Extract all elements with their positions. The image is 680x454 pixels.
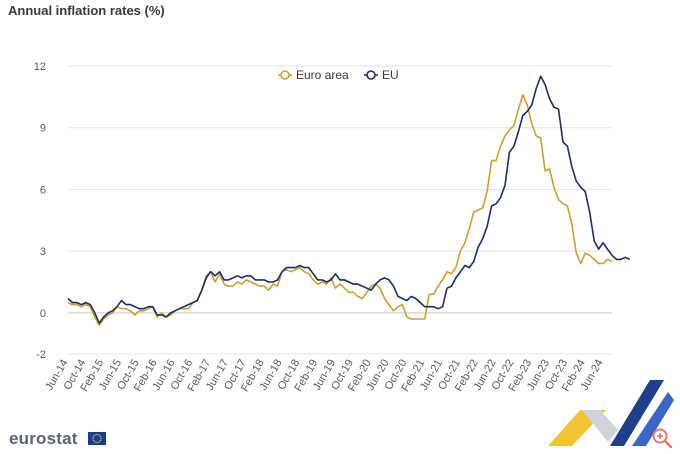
legend-marker-circle — [280, 70, 290, 80]
y-tick-label: 9 — [40, 123, 46, 135]
chart-title: Annual inflation rates (%) — [8, 3, 165, 18]
legend-label: Euro area — [296, 68, 349, 82]
legend[interactable]: Euro area EU — [278, 68, 399, 82]
x-axis: Jun-14Oct-14Feb-15Jun-15Oct-15Feb-16Jun-… — [43, 357, 605, 393]
series-line-eu — [67, 75, 631, 324]
grid-lines — [68, 65, 612, 355]
y-tick-label: 0 — [40, 308, 46, 320]
y-tick-label: 6 — [40, 184, 46, 196]
eurostat-logo-text: eurostat — [9, 429, 78, 448]
y-tick-label: 12 — [34, 61, 46, 73]
y-tick-label: 3 — [40, 246, 46, 258]
legend-item-euro-area[interactable]: Euro area — [278, 68, 349, 82]
zoom-in-icon[interactable] — [650, 426, 674, 450]
legend-item-eu[interactable]: EU — [364, 68, 399, 82]
y-axis: -2 0 3 6 9 12 — [34, 61, 46, 361]
legend-marker-circle — [366, 70, 376, 80]
brand-swoosh-graphic — [548, 380, 674, 446]
y-tick-label: -2 — [36, 349, 46, 361]
eu-flag-icon — [88, 432, 106, 445]
legend-label: EU — [382, 68, 399, 82]
series-line-euro-area — [67, 94, 613, 326]
series-lines — [67, 75, 631, 326]
